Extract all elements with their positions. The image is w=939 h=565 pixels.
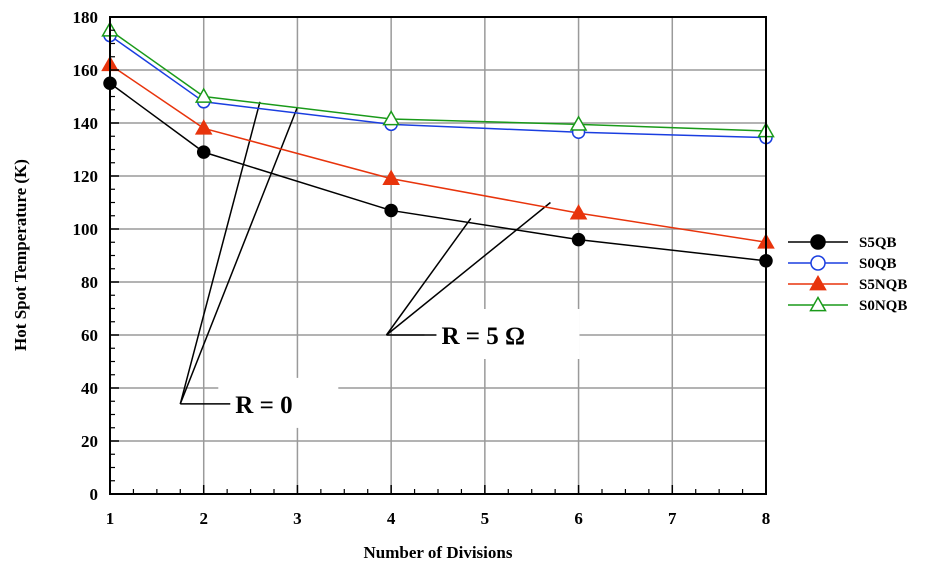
data-point (810, 234, 826, 250)
legend-item-s0qb: S0QB (788, 255, 897, 272)
data-point (809, 274, 827, 291)
legend-item-s0nqb: S0NQB (788, 295, 907, 314)
legend-item-s5qb: S5QB (788, 234, 897, 251)
legend-label: S0QB (859, 256, 897, 272)
x-tick-label: 2 (199, 509, 208, 528)
annotation-label: R = 5 Ω (441, 323, 525, 350)
data-point (382, 169, 400, 186)
y-tick-label: 180 (73, 8, 99, 27)
annotations: R = 0 R = 5 Ω (179, 101, 580, 428)
data-series (101, 21, 775, 268)
data-point (384, 203, 398, 218)
data-point (569, 115, 588, 131)
x-tick-label: 3 (293, 509, 302, 528)
y-tick-label: 0 (90, 485, 99, 504)
data-point (194, 87, 213, 103)
x-tick-label: 6 (574, 509, 583, 528)
data-point (196, 145, 211, 159)
y-tick-label: 120 (73, 167, 99, 186)
y-tick-label: 60 (81, 326, 98, 345)
x-axis-title: Number of Divisions (364, 543, 513, 562)
data-point (810, 255, 826, 271)
annotation-leader-line (385, 217, 472, 336)
y-tick-label: 80 (81, 273, 98, 292)
annotation-leader-line (179, 106, 299, 405)
data-point (382, 110, 400, 126)
legend-label: S0NQB (859, 298, 907, 314)
annotation-leader-line (179, 101, 261, 405)
y-axis-title: Hot Spot Temperature (K) (11, 159, 30, 351)
annotation-label: R = 0 (235, 392, 292, 419)
legend-item-s5nqb: S5NQB (788, 274, 907, 293)
data-point (571, 232, 586, 247)
series-s5qb (103, 76, 773, 268)
y-tick-label: 20 (81, 432, 98, 451)
annotation-label-background (424, 309, 580, 359)
legend-label: S5QB (859, 235, 897, 251)
annotation-leader-line (385, 201, 551, 336)
x-tick-label: 5 (481, 509, 490, 528)
y-tick-label: 40 (81, 379, 98, 398)
x-tick-label: 7 (668, 509, 677, 528)
data-point (809, 295, 827, 312)
legend-label: S5NQB (859, 277, 907, 293)
annotation-label-background (218, 377, 339, 428)
x-tick-label: 8 (762, 509, 771, 528)
y-tick-label: 140 (73, 114, 99, 133)
x-tick-label: 1 (106, 509, 115, 528)
data-point (194, 119, 213, 135)
x-tick-label: 4 (387, 509, 396, 528)
y-tick-label: 100 (73, 220, 99, 239)
data-point (569, 204, 588, 220)
y-tick-label: 160 (73, 61, 99, 80)
legend: S5QB S0QB S5NQB S0NQB (788, 234, 907, 314)
